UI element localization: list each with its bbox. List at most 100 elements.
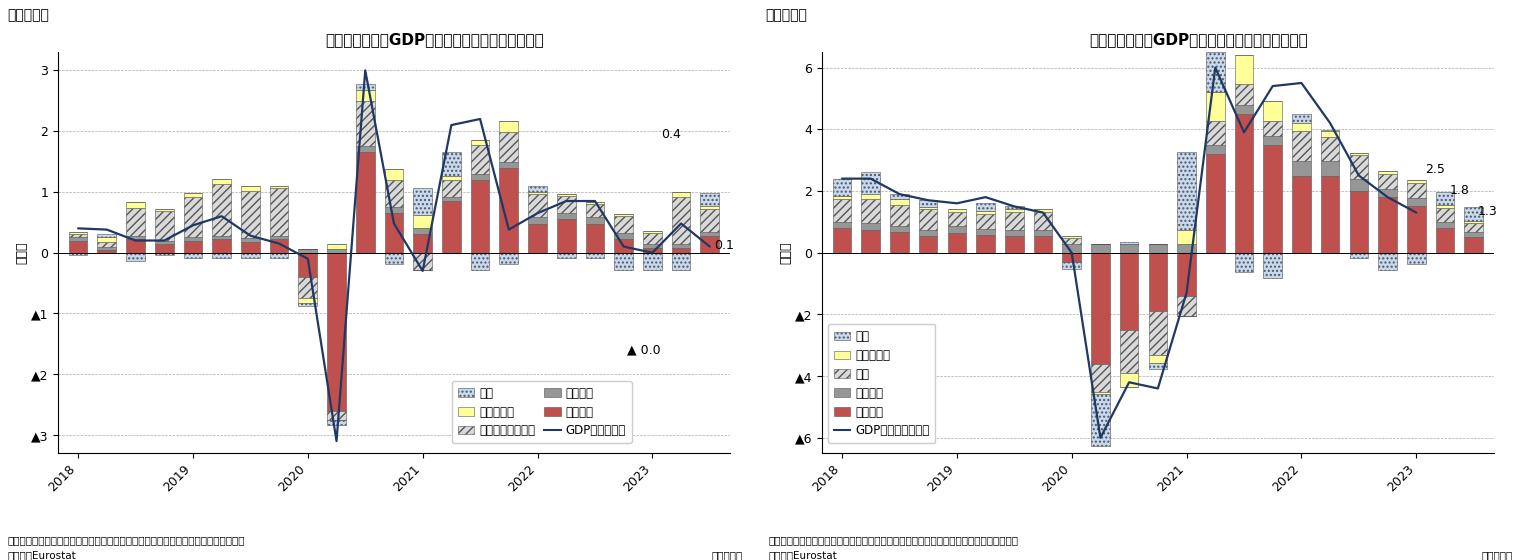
Bar [1407, 253, 1425, 264]
Bar [1320, 137, 1340, 161]
GDP（前年同期比） [1236, 129, 1254, 136]
Bar [585, 202, 605, 204]
Bar [585, 217, 605, 223]
GDP（前期比） [529, 210, 547, 217]
Bar [1349, 191, 1367, 253]
Bar [1234, 253, 1254, 272]
Bar [414, 188, 432, 215]
GDP（前期比） [270, 240, 288, 247]
GDP（前期比） [672, 220, 690, 227]
Bar [1092, 394, 1110, 446]
Bar [1234, 84, 1254, 105]
Bar [299, 249, 317, 253]
Bar [155, 211, 173, 241]
Bar [919, 230, 937, 236]
Bar [672, 192, 690, 197]
GDP（前年同期比） [890, 191, 908, 198]
GDP（前年同期比） [832, 175, 850, 182]
Bar [1320, 161, 1340, 175]
GDP（前年同期比） [1005, 203, 1023, 210]
GDP（前年同期比） [1207, 64, 1225, 71]
Bar [385, 253, 403, 264]
Bar [270, 239, 288, 253]
Text: （注）季節調整値、寄与度は前期比伸び率に対する寄与度で最新四半期のデータなし: （注）季節調整値、寄与度は前期比伸び率に対する寄与度で最新四半期のデータなし [8, 535, 246, 545]
Text: （図表１）: （図表１） [8, 8, 50, 22]
Bar [1205, 122, 1225, 145]
GDP（前年同期比） [1407, 209, 1425, 216]
Bar [1464, 223, 1483, 232]
Text: （四半期）: （四半期） [1481, 550, 1513, 560]
Bar [528, 194, 547, 217]
Bar [1120, 373, 1139, 387]
Bar [1149, 311, 1167, 354]
Bar [183, 237, 202, 241]
GDP（前年同期比） [861, 175, 879, 182]
Bar [643, 231, 661, 233]
GDP（前年同期比） [1292, 80, 1310, 86]
Bar [643, 248, 661, 253]
Bar [1436, 208, 1454, 222]
Bar [414, 215, 432, 228]
Bar [976, 214, 994, 228]
Line: GDP（前年同期比）: GDP（前年同期比） [841, 68, 1416, 438]
Bar [1149, 354, 1167, 363]
Bar [443, 197, 461, 201]
Bar [1378, 171, 1396, 174]
Bar [126, 236, 146, 239]
GDP（前年同期比） [1320, 120, 1339, 127]
Bar [1120, 242, 1139, 244]
Text: 2.5: 2.5 [1425, 163, 1445, 176]
Text: 0.1: 0.1 [714, 239, 734, 252]
Bar [1005, 236, 1023, 253]
GDP（前年同期比） [1178, 290, 1196, 296]
Bar [672, 197, 690, 244]
Bar [1063, 236, 1081, 239]
Bar [356, 152, 374, 253]
Bar [976, 228, 994, 235]
Bar [1292, 132, 1311, 161]
Bar [385, 207, 403, 213]
Bar [1436, 228, 1454, 253]
Bar [861, 172, 881, 194]
Bar [1034, 230, 1052, 236]
Bar [832, 195, 852, 199]
Y-axis label: （％）: （％） [15, 241, 27, 264]
Y-axis label: （％）: （％） [779, 241, 791, 264]
Bar [1464, 237, 1483, 253]
Bar [1320, 131, 1340, 137]
Bar [1234, 105, 1254, 114]
Bar [212, 184, 230, 236]
Bar [528, 223, 547, 253]
GDP（前期比） [241, 232, 259, 239]
Bar [299, 303, 317, 306]
Bar [183, 197, 202, 237]
Bar [1149, 363, 1167, 369]
Bar [528, 186, 547, 192]
Bar [68, 237, 88, 241]
Bar [241, 242, 259, 253]
Bar [976, 235, 994, 253]
Bar [1436, 192, 1454, 205]
Bar [614, 239, 634, 253]
GDP（前年同期比） [1349, 172, 1367, 179]
Text: （資料）Eurostat: （資料）Eurostat [769, 550, 837, 560]
Bar [241, 238, 259, 242]
Bar [614, 253, 634, 270]
Bar [832, 222, 852, 228]
Bar [356, 101, 374, 146]
Bar [241, 191, 259, 238]
Bar [1263, 144, 1283, 253]
Text: （図表２）: （図表２） [766, 8, 808, 22]
Bar [919, 200, 937, 207]
Bar [327, 420, 346, 425]
Title: ユーロ圈の実質GDP成長率（需要項目別寄与度）: ユーロ圈の実質GDP成長率（需要項目別寄与度） [1088, 32, 1307, 47]
Bar [212, 179, 230, 184]
Bar [1178, 296, 1196, 316]
Bar [155, 244, 173, 253]
Title: ユーロ圈の実質GDP成長率（需要項目別寄与度）: ユーロ圈の実質GDP成長率（需要項目別寄与度） [324, 32, 544, 47]
Legend: 外需, 在庫変動等, 投資, 政府消費, 個人消費, GDP（前年同期比）: 外需, 在庫変動等, 投資, 政府消費, 個人消費, GDP（前年同期比） [828, 324, 935, 444]
Bar [471, 253, 490, 270]
Bar [832, 228, 852, 253]
Bar [643, 233, 661, 244]
Bar [414, 228, 432, 235]
